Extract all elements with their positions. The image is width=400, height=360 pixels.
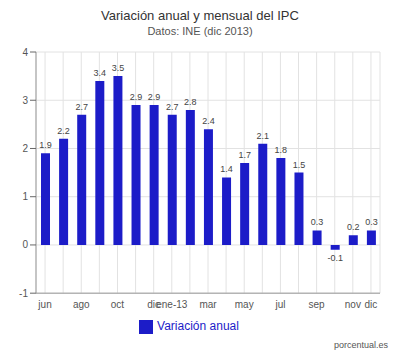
svg-text:1.9: 1.9 — [39, 140, 52, 150]
svg-text:ene-13: ene-13 — [156, 299, 188, 310]
svg-text:jul: jul — [274, 299, 285, 310]
svg-text:0.2: 0.2 — [347, 222, 360, 232]
svg-text:2.1: 2.1 — [257, 131, 270, 141]
svg-text:0: 0 — [22, 239, 28, 250]
svg-text:2.4: 2.4 — [202, 116, 215, 126]
svg-text:4: 4 — [22, 47, 28, 58]
svg-text:2.9: 2.9 — [148, 92, 161, 102]
svg-text:-1: -1 — [19, 288, 28, 299]
svg-text:0.3: 0.3 — [365, 217, 378, 227]
svg-text:1.7: 1.7 — [238, 150, 251, 160]
svg-text:sep: sep — [309, 299, 326, 310]
svg-text:2.7: 2.7 — [75, 102, 88, 112]
svg-text:2.2: 2.2 — [57, 126, 70, 136]
svg-text:3.5: 3.5 — [112, 63, 125, 73]
svg-text:ago: ago — [73, 299, 90, 310]
svg-text:1.5: 1.5 — [293, 160, 306, 170]
svg-text:1.8: 1.8 — [275, 145, 288, 155]
html-text:Variación anual: Variación anual — [157, 319, 239, 334]
svg-text:dic: dic — [147, 299, 161, 311]
svg-text:dic: dic — [365, 299, 378, 310]
html-text:Datos: INE (dic 2013): Datos: INE (dic 2013) — [147, 25, 253, 37]
svg-text:oct: oct — [111, 299, 125, 310]
svg-text:3: 3 — [22, 95, 28, 106]
svg-text:2.9: 2.9 — [130, 92, 143, 102]
svg-text:3.4: 3.4 — [94, 68, 107, 78]
svg-text:jun: jun — [37, 299, 51, 310]
svg-text:2.8: 2.8 — [184, 97, 197, 107]
svg-text:mar: mar — [199, 299, 217, 310]
svg-text:2: 2 — [22, 143, 28, 154]
svg-text:2.7: 2.7 — [166, 102, 179, 112]
html-text:Variación anual y mensual del: Variación anual y mensual del IPC — [101, 8, 299, 23]
svg-text:nov: nov — [345, 299, 361, 310]
svg-text:may: may — [235, 299, 254, 310]
html-text:porcentual.es: porcentual.es — [334, 340, 388, 350]
svg-text:1.4: 1.4 — [220, 164, 233, 174]
svg-text:-0.1: -0.1 — [327, 253, 343, 263]
svg-text:0.3: 0.3 — [311, 217, 324, 227]
svg-text:1: 1 — [22, 191, 28, 202]
